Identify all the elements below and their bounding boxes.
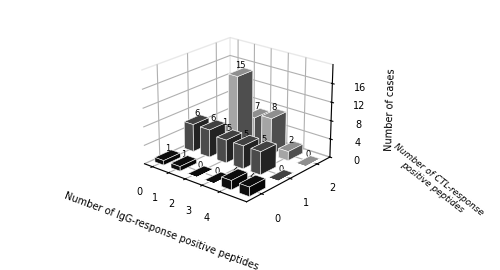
X-axis label: Number of IgG-response positive peptides: Number of IgG-response positive peptides [64, 190, 260, 270]
Text: Number of CTL-response
positive peptides: Number of CTL-response positive peptides [385, 142, 485, 225]
